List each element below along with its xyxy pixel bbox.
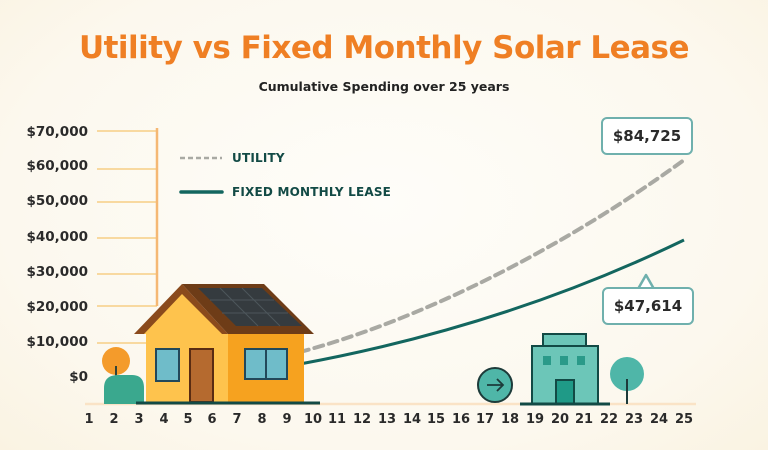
x-tick-13: 13 <box>377 412 397 427</box>
y-tick-40000: $40,000 <box>26 229 89 245</box>
lease-total-callout: $47,614 <box>602 287 694 325</box>
x-tick-24: 24 <box>649 412 669 427</box>
utility-line <box>298 158 686 354</box>
x-tick-18: 18 <box>500 412 520 427</box>
x-tick-11: 11 <box>327 412 347 427</box>
chart-subtitle: Cumulative Spending over 25 years <box>258 79 510 94</box>
x-tick-19: 19 <box>525 412 545 427</box>
y-tick-10000: $10,000 <box>26 334 89 350</box>
y-tick-30000: $30,000 <box>26 264 89 280</box>
tree-icon <box>610 357 644 404</box>
x-tick-12: 12 <box>352 412 372 427</box>
gridlines <box>97 130 157 344</box>
x-tick-4: 4 <box>159 412 169 427</box>
person-icon <box>102 347 144 404</box>
utility-total-callout: $84,725 <box>601 117 693 155</box>
x-tick-21: 21 <box>574 412 594 427</box>
legend-utility-label: UTILITY <box>232 151 285 165</box>
y-tick-60000: $60,000 <box>26 158 89 174</box>
x-tick-2: 2 <box>109 412 119 427</box>
x-tick-5: 5 <box>183 412 193 427</box>
chart-title: Utility vs Fixed Monthly Solar Lease <box>78 30 690 66</box>
x-tick-7: 7 <box>232 412 242 427</box>
y-tick-20000: $20,000 <box>26 299 89 315</box>
x-tick-10: 10 <box>303 412 323 427</box>
x-tick-1: 1 <box>84 412 94 427</box>
x-tick-23: 23 <box>624 412 644 427</box>
lease-line <box>299 238 685 366</box>
x-tick-16: 16 <box>451 412 471 427</box>
x-tick-22: 22 <box>599 412 619 427</box>
x-tick-17: 17 <box>475 412 495 427</box>
office-building-icon <box>520 333 610 406</box>
y-tick-70000: $70,000 <box>26 124 89 140</box>
legend-lease-label: FIXED MONTHLY LEASE <box>232 185 392 199</box>
x-tick-6: 6 <box>207 412 217 427</box>
x-tick-9: 9 <box>282 412 292 427</box>
y-tick-50000: $50,000 <box>26 193 89 209</box>
x-tick-8: 8 <box>257 412 267 427</box>
x-tick-15: 15 <box>426 412 446 427</box>
x-tick-25: 25 <box>674 412 694 427</box>
x-tick-14: 14 <box>402 412 422 427</box>
x-tick-20: 20 <box>550 412 570 427</box>
arrow-right-circle-icon[interactable] <box>477 367 513 403</box>
x-tick-3: 3 <box>134 412 144 427</box>
house-with-solar-panels-icon <box>134 284 320 405</box>
y-tick-0: $0 <box>69 369 88 385</box>
